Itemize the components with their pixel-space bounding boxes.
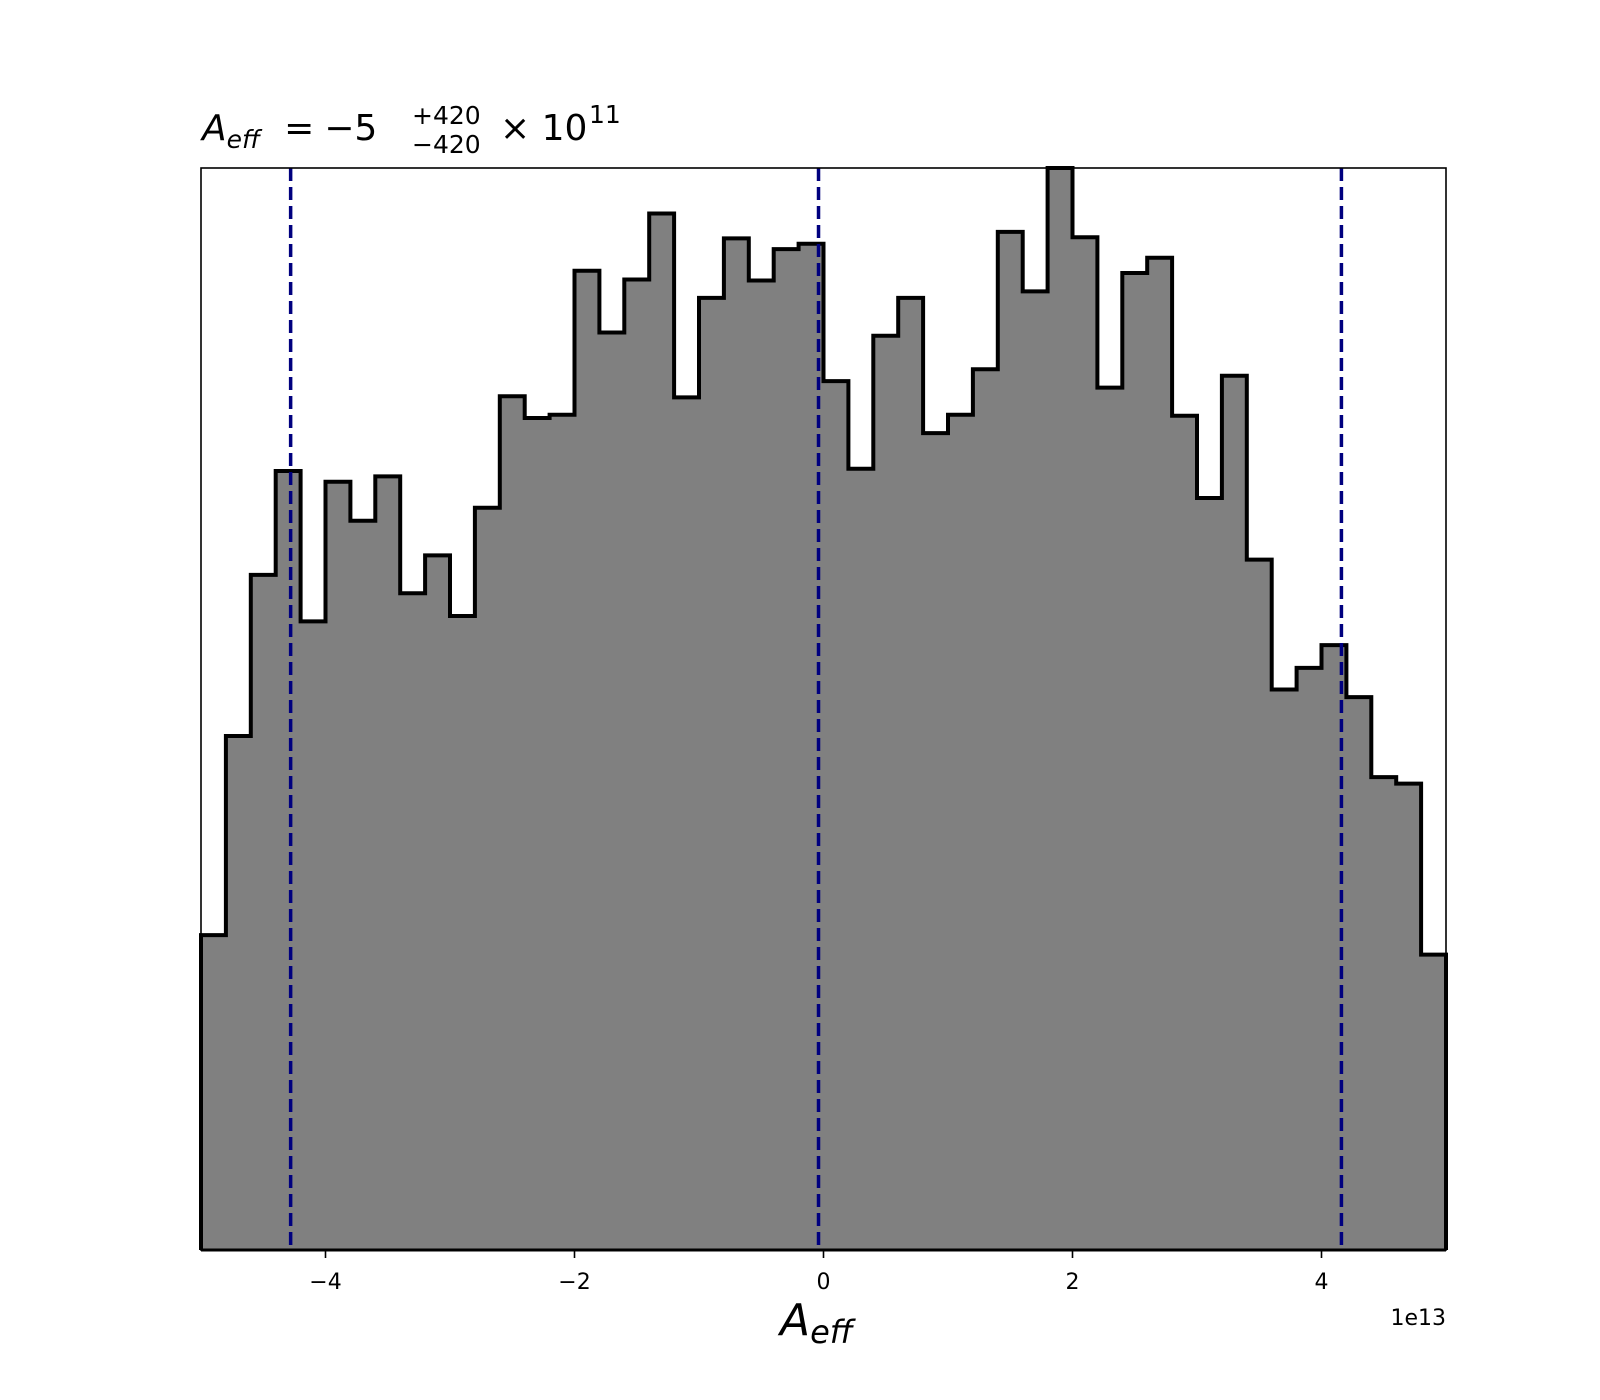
- x-axis-label-subscript: eff: [810, 1313, 857, 1351]
- histogram-bin: [972, 369, 999, 1250]
- title-value: −5: [324, 108, 377, 149]
- histogram-bin: [300, 621, 327, 1250]
- histogram-bin: [848, 468, 874, 1250]
- histogram-bin: [225, 736, 252, 1250]
- axis-group: −4 −2 0 2 4: [200, 167, 1447, 1295]
- histogram-bin: [948, 414, 974, 1250]
- title-exponent: 11: [589, 100, 621, 129]
- histogram-bin: [1197, 498, 1223, 1250]
- histogram-bin: [1296, 667, 1323, 1250]
- histogram-bin: [599, 332, 625, 1250]
- title-symbol-subscript: eff: [227, 125, 263, 154]
- histogram-bin: [350, 520, 376, 1250]
- histogram-bin: [574, 270, 600, 1250]
- title-equals: =: [284, 108, 314, 149]
- histogram-bin: [1097, 387, 1123, 1250]
- histogram-bin: [201, 935, 227, 1250]
- histogram-bin: [773, 249, 800, 1250]
- histogram-bin: [1346, 697, 1372, 1250]
- histogram-bin: [699, 297, 725, 1251]
- histogram-bin: [1246, 559, 1273, 1250]
- histogram-bin: [649, 213, 675, 1251]
- title-multiplier: × 10: [500, 108, 587, 149]
- chart-title: Aeff = −5: [200, 108, 377, 154]
- histogram-bin: [524, 417, 551, 1250]
- histogram-bin: [997, 231, 1024, 1250]
- title-lower-error: −420: [412, 130, 481, 159]
- x-tick-label: −2: [558, 1270, 590, 1295]
- x-axis-offset-label: 1e13: [1390, 1306, 1446, 1331]
- x-tick-label: −4: [309, 1270, 341, 1295]
- histogram-bin: [1321, 645, 1347, 1250]
- histogram-bin: [1072, 237, 1098, 1251]
- histogram-bin: [674, 397, 700, 1250]
- histogram-bin: [723, 238, 750, 1250]
- histogram-bin: [1147, 257, 1173, 1250]
- histogram-bin: [873, 335, 899, 1251]
- histogram-bin: [1047, 168, 1074, 1250]
- x-axis-label: Aeff: [777, 1295, 857, 1351]
- x-axis-label-symbol: A: [777, 1295, 810, 1346]
- histogram-bin: [474, 507, 501, 1250]
- histogram-bin: [325, 481, 351, 1250]
- histogram-bin: [1371, 777, 1397, 1250]
- title-symbol: A: [200, 108, 227, 149]
- histogram-bin: [499, 396, 526, 1250]
- histogram-bin: [375, 476, 401, 1250]
- histogram-bin: [250, 574, 277, 1250]
- histogram-bin: [823, 381, 849, 1250]
- histogram-bin: [1421, 954, 1447, 1250]
- histogram-bin: [1172, 415, 1198, 1250]
- title-upper-error: +420: [412, 101, 481, 130]
- histogram-bin: [275, 470, 302, 1251]
- x-tick-label: 2: [1066, 1270, 1080, 1295]
- histogram-bin: [1221, 375, 1248, 1250]
- histogram-bin: [748, 280, 775, 1250]
- histogram-bin: [923, 433, 949, 1251]
- histogram-bin: [425, 555, 451, 1250]
- histogram-step-outline: [199, 166, 1448, 1250]
- x-tick-label: 0: [817, 1270, 831, 1295]
- histogram-bin: [1271, 689, 1298, 1250]
- histogram-bin: [1022, 291, 1049, 1250]
- x-tick-label: 4: [1315, 1270, 1329, 1295]
- histogram-bin: [400, 593, 426, 1250]
- histogram-bin: [898, 297, 924, 1251]
- histogram-bin: [450, 615, 476, 1250]
- histogram-bin: [1396, 783, 1422, 1250]
- histogram-bin: [798, 243, 825, 1251]
- histogram-bin: [549, 414, 576, 1250]
- histogram-bin: [624, 279, 650, 1250]
- plot-area: [199, 166, 1448, 1251]
- histogram-bin: [1122, 272, 1148, 1251]
